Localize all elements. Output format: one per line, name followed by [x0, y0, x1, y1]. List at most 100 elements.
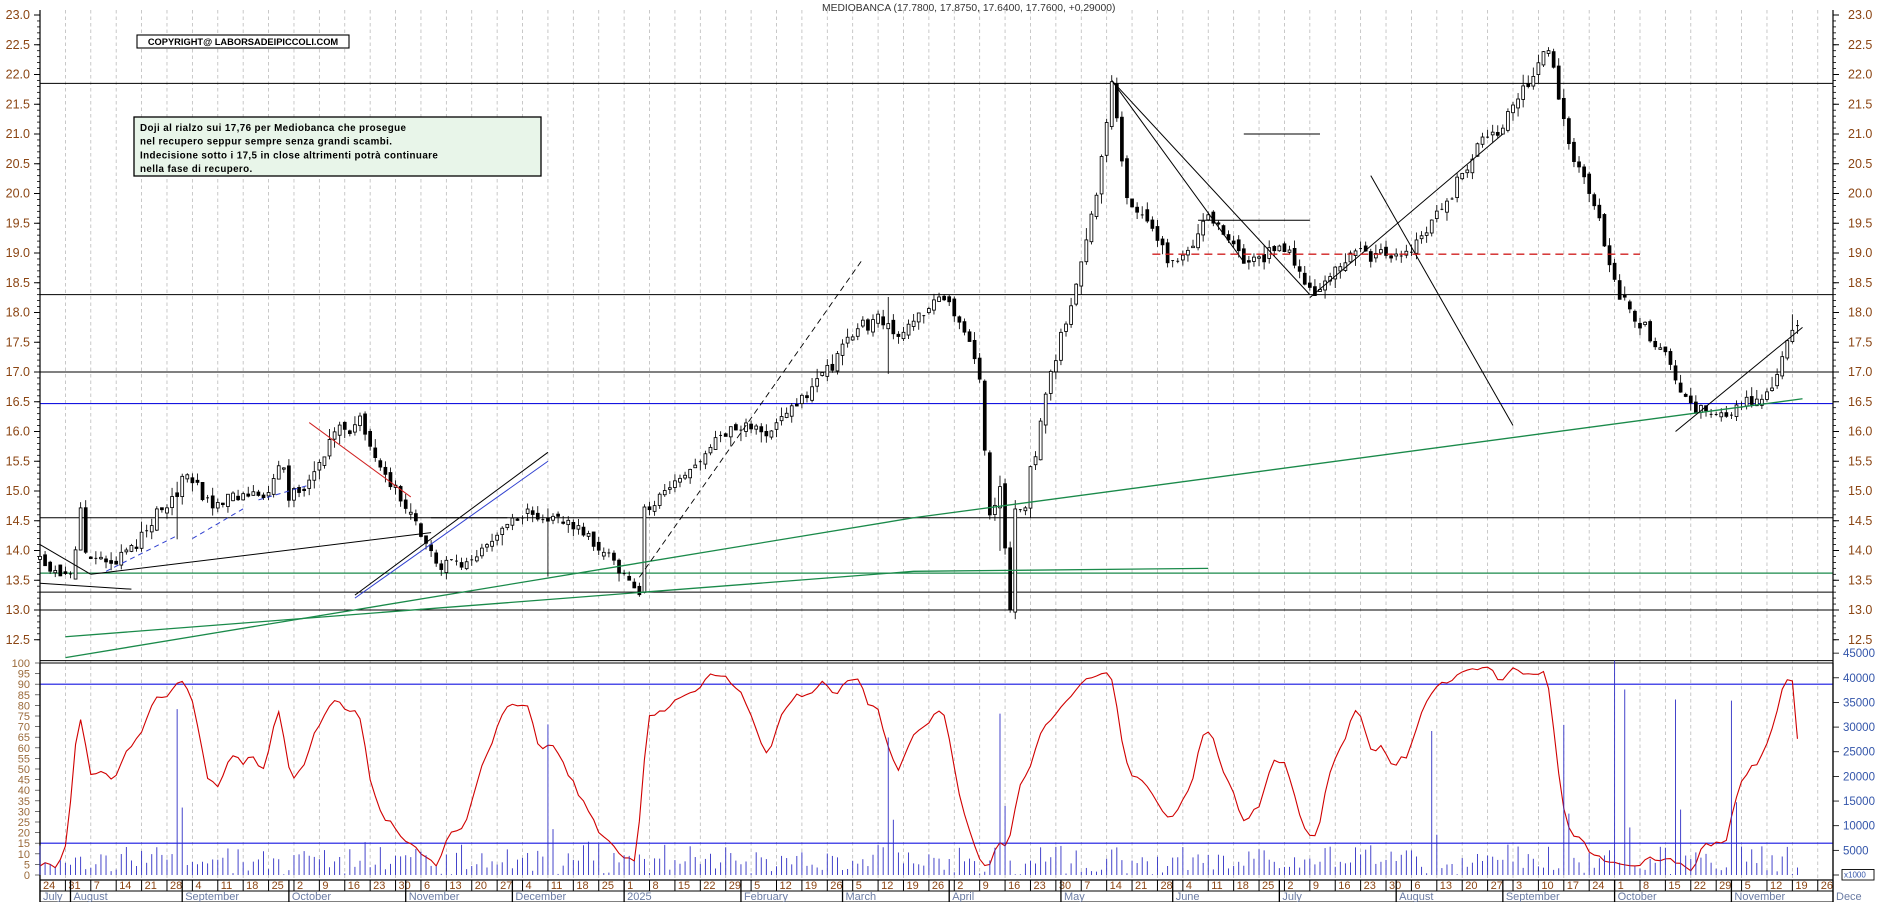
- svg-text:x1000: x1000: [1844, 871, 1866, 880]
- svg-text:29: 29: [729, 880, 741, 892]
- svg-text:18.5: 18.5: [6, 276, 30, 290]
- svg-text:15: 15: [678, 880, 690, 892]
- svg-text:23: 23: [1033, 880, 1045, 892]
- svg-text:14.5: 14.5: [6, 514, 30, 528]
- svg-text:17: 17: [1567, 880, 1579, 892]
- svg-text:85: 85: [18, 690, 30, 702]
- svg-text:20: 20: [1465, 880, 1477, 892]
- svg-text:80: 80: [18, 700, 30, 712]
- svg-text:30: 30: [18, 806, 30, 818]
- svg-text:March: March: [846, 891, 877, 902]
- svg-text:20.5: 20.5: [6, 157, 30, 171]
- svg-text:15: 15: [1668, 880, 1680, 892]
- svg-text:22.5: 22.5: [1848, 38, 1872, 52]
- svg-text:20.5: 20.5: [1848, 157, 1872, 171]
- svg-text:13.5: 13.5: [6, 573, 30, 587]
- svg-text:22: 22: [703, 880, 715, 892]
- svg-text:October: October: [1618, 891, 1657, 902]
- svg-text:7: 7: [1084, 880, 1090, 892]
- svg-text:June: June: [1176, 891, 1200, 902]
- svg-text:19.0: 19.0: [1848, 246, 1872, 260]
- svg-text:40: 40: [18, 785, 30, 797]
- svg-text:23: 23: [373, 880, 385, 892]
- svg-text:17.5: 17.5: [6, 335, 30, 349]
- svg-text:2025: 2025: [627, 891, 651, 902]
- svg-text:19.5: 19.5: [1848, 216, 1872, 230]
- svg-text:8: 8: [653, 880, 659, 892]
- svg-text:20.0: 20.0: [6, 187, 30, 201]
- svg-text:September: September: [1506, 891, 1560, 902]
- svg-text:26: 26: [830, 880, 842, 892]
- svg-text:August: August: [1399, 891, 1433, 902]
- svg-text:18.0: 18.0: [1848, 306, 1872, 320]
- svg-text:28: 28: [1160, 880, 1172, 892]
- svg-text:16.0: 16.0: [1848, 425, 1872, 439]
- svg-text:20000: 20000: [1843, 771, 1875, 783]
- svg-text:25: 25: [272, 880, 284, 892]
- svg-text:August: August: [73, 891, 107, 902]
- svg-text:24: 24: [1592, 880, 1604, 892]
- svg-text:14.0: 14.0: [6, 544, 30, 558]
- svg-text:22.0: 22.0: [6, 68, 30, 82]
- svg-text:27: 27: [500, 880, 512, 892]
- svg-text:35: 35: [18, 796, 30, 808]
- svg-text:17.0: 17.0: [6, 365, 30, 379]
- svg-text:November: November: [1734, 891, 1785, 902]
- svg-text:15.5: 15.5: [6, 454, 30, 468]
- svg-text:20.0: 20.0: [1848, 187, 1872, 201]
- svg-text:12.5: 12.5: [1848, 633, 1872, 647]
- svg-text:21.5: 21.5: [1848, 97, 1872, 111]
- svg-text:25: 25: [18, 817, 30, 829]
- svg-text:Dece: Dece: [1836, 891, 1862, 902]
- svg-text:13.0: 13.0: [6, 603, 30, 617]
- svg-text:April: April: [952, 891, 974, 902]
- svg-text:23.0: 23.0: [1848, 8, 1872, 22]
- svg-text:18: 18: [1237, 880, 1249, 892]
- svg-text:nel recupero seppur sempre sen: nel recupero seppur sempre senza grandi …: [140, 137, 392, 148]
- svg-text:23.0: 23.0: [6, 8, 30, 22]
- svg-text:July: July: [1282, 891, 1302, 902]
- svg-text:15.0: 15.0: [6, 484, 30, 498]
- svg-text:40000: 40000: [1843, 673, 1875, 685]
- svg-text:26: 26: [1821, 880, 1833, 892]
- svg-text:16.0: 16.0: [6, 425, 30, 439]
- svg-text:MEDIOBANCA (17.7800, 17.8750,: MEDIOBANCA (17.7800, 17.8750, 17.6400, 1…: [822, 3, 1115, 14]
- svg-text:22: 22: [1694, 880, 1706, 892]
- svg-text:14: 14: [119, 880, 131, 892]
- svg-text:26: 26: [932, 880, 944, 892]
- svg-text:17.5: 17.5: [1848, 335, 1872, 349]
- svg-text:45000: 45000: [1843, 648, 1875, 660]
- svg-text:10000: 10000: [1843, 821, 1875, 833]
- svg-text:October: October: [292, 891, 331, 902]
- svg-text:20: 20: [18, 828, 30, 840]
- svg-text:20: 20: [475, 880, 487, 892]
- svg-text:13.5: 13.5: [1848, 573, 1872, 587]
- svg-text:100: 100: [12, 658, 30, 670]
- svg-text:February: February: [744, 891, 789, 902]
- svg-text:0: 0: [24, 870, 30, 882]
- svg-text:May: May: [1064, 891, 1085, 902]
- svg-text:16: 16: [348, 880, 360, 892]
- svg-text:21.5: 21.5: [6, 97, 30, 111]
- svg-text:70: 70: [18, 722, 30, 734]
- svg-text:14: 14: [1110, 880, 1122, 892]
- svg-text:25: 25: [602, 880, 614, 892]
- svg-text:13: 13: [1440, 880, 1452, 892]
- svg-text:9: 9: [983, 880, 989, 892]
- svg-text:23: 23: [1364, 880, 1376, 892]
- svg-text:21.0: 21.0: [6, 127, 30, 141]
- svg-text:27: 27: [1491, 880, 1503, 892]
- svg-text:Indecisione sotto i 17,5 in cl: Indecisione sotto i 17,5 in close altrim…: [140, 150, 438, 161]
- svg-text:14.0: 14.0: [1848, 544, 1872, 558]
- svg-text:12.5: 12.5: [6, 633, 30, 647]
- svg-text:22.5: 22.5: [6, 38, 30, 52]
- svg-text:18.5: 18.5: [1848, 276, 1872, 290]
- svg-text:18: 18: [576, 880, 588, 892]
- svg-text:14.5: 14.5: [1848, 514, 1872, 528]
- svg-text:25: 25: [1262, 880, 1274, 892]
- svg-text:December: December: [515, 891, 566, 902]
- svg-text:11: 11: [1211, 880, 1222, 892]
- svg-text:10: 10: [18, 849, 30, 861]
- svg-text:19: 19: [1795, 880, 1807, 892]
- svg-text:25000: 25000: [1843, 747, 1875, 759]
